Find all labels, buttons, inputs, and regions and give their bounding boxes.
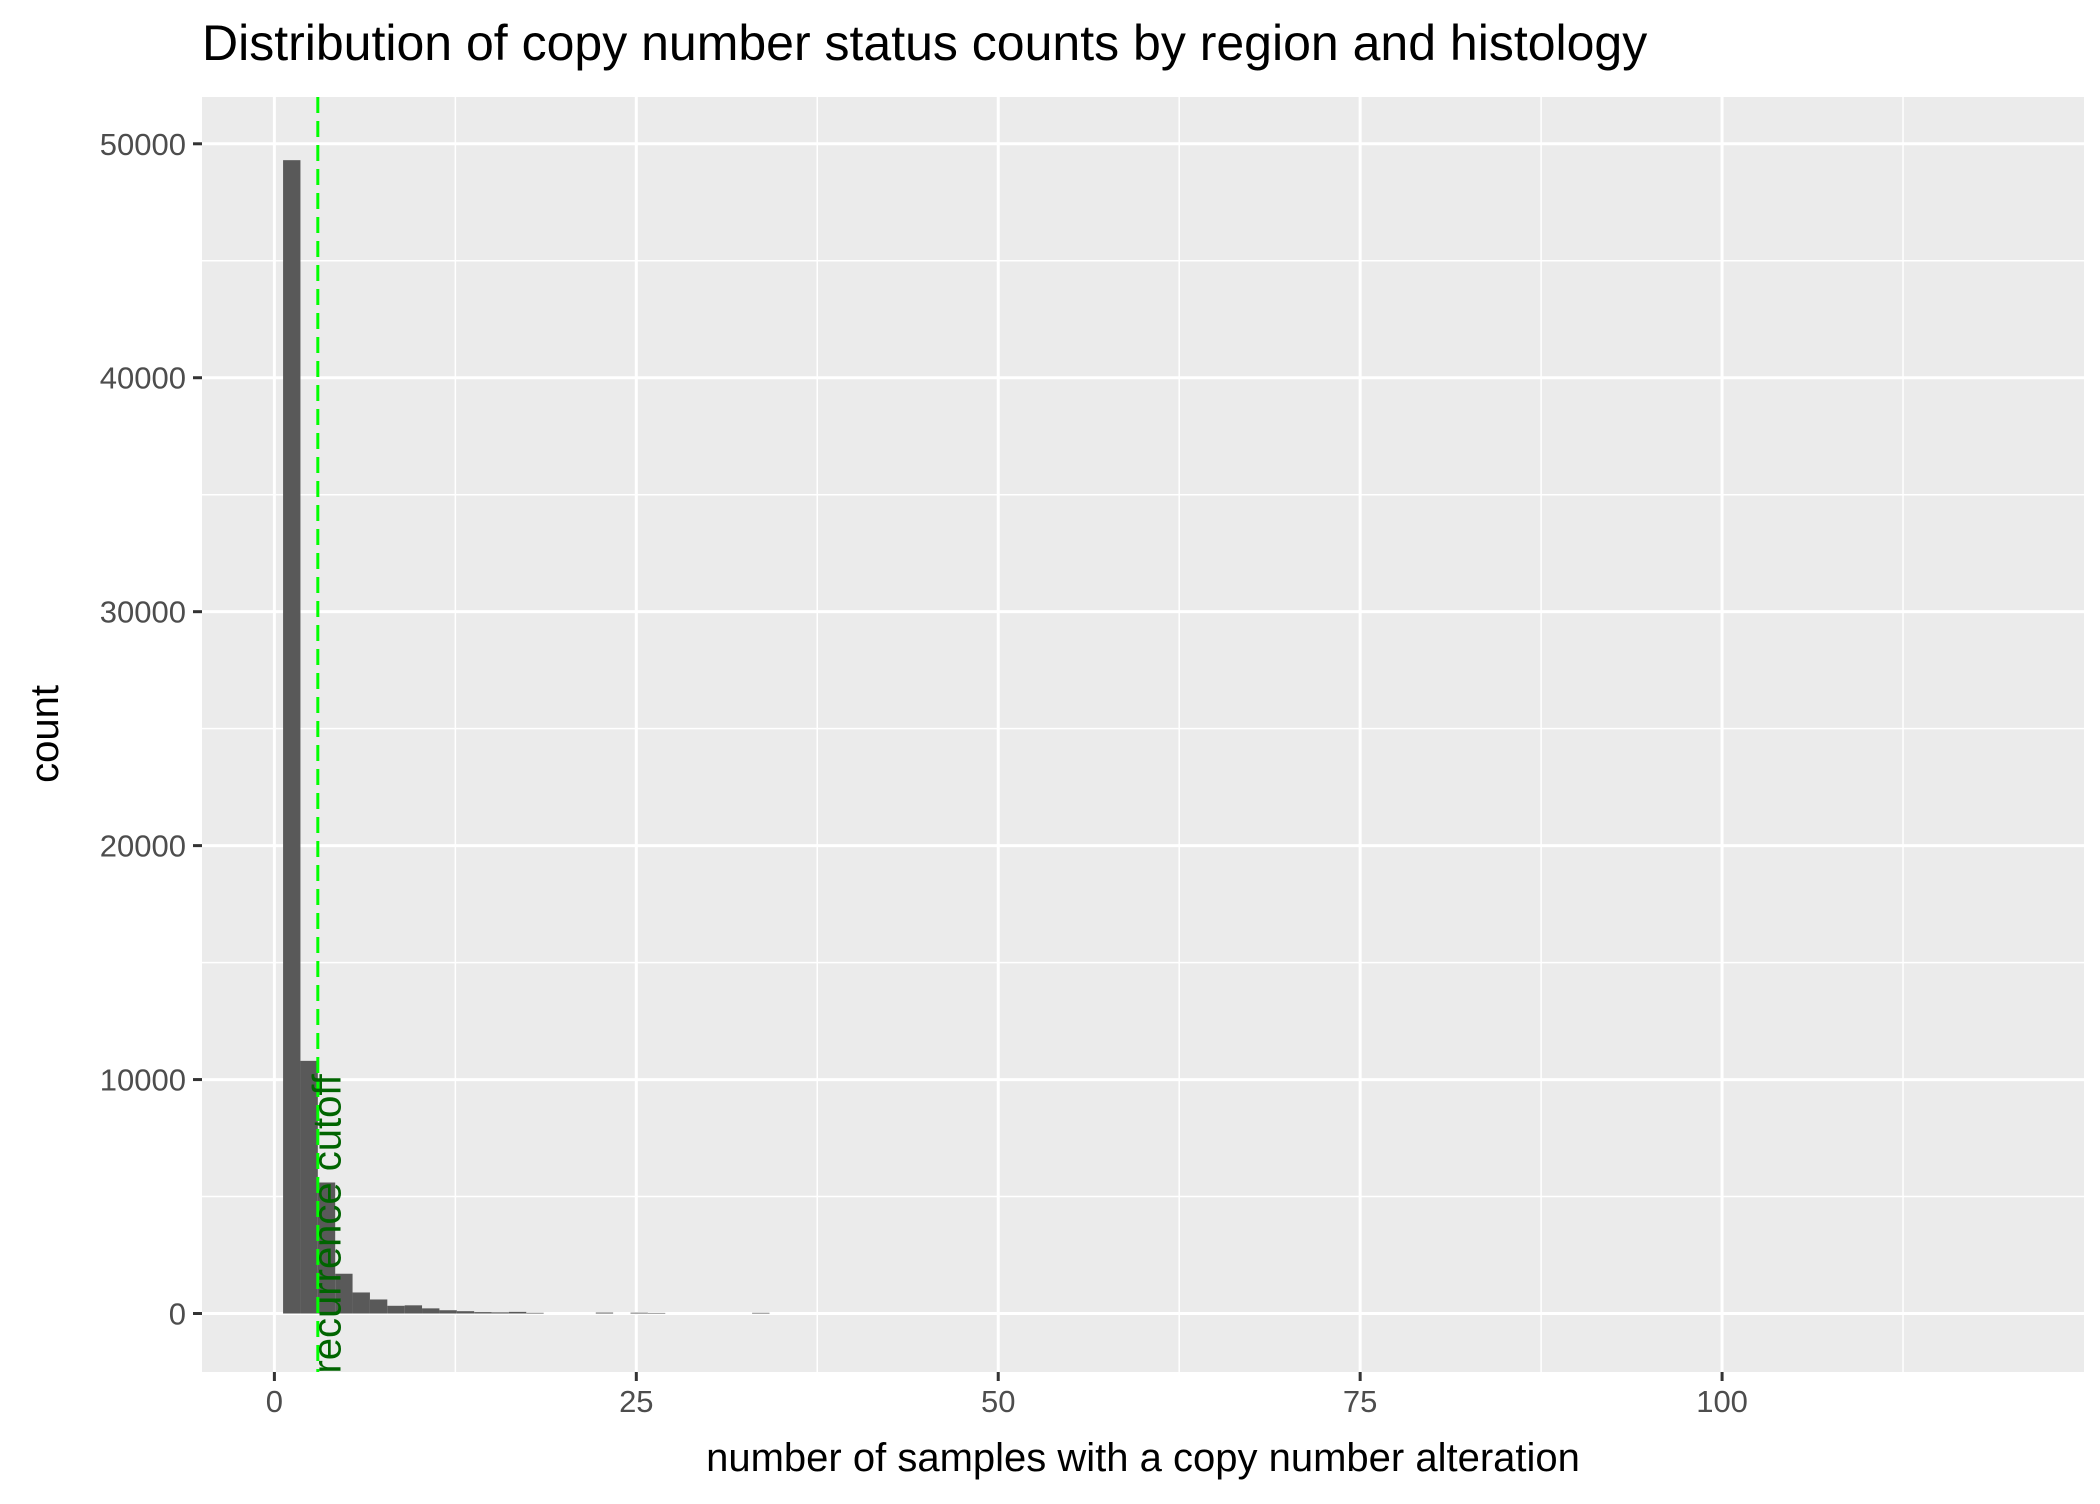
histogram-bar	[456, 1311, 475, 1314]
histogram-bar	[647, 1312, 666, 1314]
histogram-bars	[283, 160, 770, 1314]
histogram-bar	[283, 160, 301, 1314]
histogram-bar	[752, 1312, 770, 1314]
histogram-bar	[317, 1182, 336, 1314]
x-tick-label: 75	[1343, 1384, 1377, 1419]
major-gridlines	[202, 97, 2084, 1372]
histogram-bar	[595, 1312, 614, 1314]
histogram-bar	[387, 1305, 405, 1314]
y-tick-label: 40000	[100, 361, 186, 396]
y-axis-ticks: 0 10000 20000 30000 40000 50000	[100, 127, 202, 1332]
y-axis-title: count	[23, 685, 67, 783]
x-tick-label: 0	[266, 1384, 283, 1419]
histogram-bar	[369, 1299, 388, 1314]
histogram-bar	[300, 1060, 318, 1314]
y-tick-label: 0	[169, 1297, 186, 1332]
histogram-bar	[335, 1273, 353, 1314]
histogram-bar	[526, 1312, 544, 1314]
histogram-bar	[491, 1312, 509, 1314]
y-tick-label: 20000	[100, 829, 186, 864]
y-tick-label: 30000	[100, 595, 186, 630]
y-tick-label: 50000	[100, 127, 186, 162]
x-axis-title: number of samples with a copy number alt…	[706, 1436, 1580, 1480]
x-tick-label: 25	[619, 1384, 653, 1419]
histogram-bar	[422, 1308, 440, 1314]
histogram-bar	[404, 1305, 423, 1314]
y-tick-label: 10000	[100, 1063, 186, 1098]
histogram-bar	[352, 1292, 370, 1314]
recurrence-cutoff-label: recurrence cutoff	[306, 1073, 350, 1373]
histogram-bar	[474, 1312, 492, 1314]
histogram-bar	[439, 1310, 457, 1314]
x-tick-label: 100	[1696, 1384, 1748, 1419]
minor-gridlines	[202, 97, 2084, 1372]
x-tick-label: 50	[981, 1384, 1015, 1419]
chart-title: Distribution of copy number status count…	[202, 15, 1647, 71]
histogram-bar	[630, 1312, 648, 1314]
x-axis-ticks: 0 25 50 75 100	[266, 1372, 1748, 1419]
plot-panel	[202, 97, 2084, 1372]
histogram-bar	[508, 1311, 527, 1314]
